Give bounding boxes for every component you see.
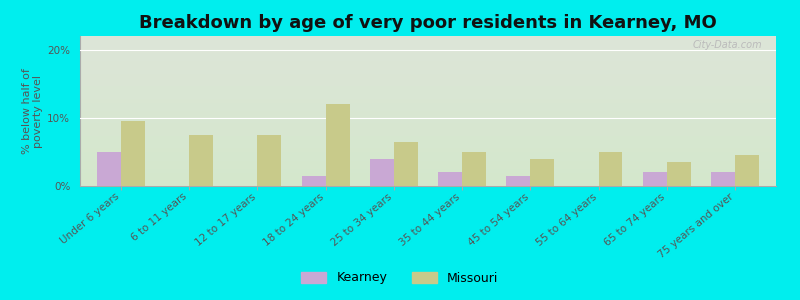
Bar bbox=[189, 135, 213, 186]
Bar bbox=[462, 152, 486, 186]
Bar bbox=[121, 121, 145, 186]
Bar bbox=[258, 135, 282, 186]
Legend: Kearney, Missouri: Kearney, Missouri bbox=[295, 265, 505, 291]
Y-axis label: % below half of
poverty level: % below half of poverty level bbox=[22, 68, 43, 154]
Bar bbox=[326, 104, 350, 186]
Bar bbox=[370, 159, 394, 186]
Bar bbox=[667, 162, 690, 186]
Bar bbox=[97, 152, 121, 186]
Bar bbox=[711, 172, 735, 186]
Bar bbox=[506, 176, 530, 186]
Bar bbox=[530, 159, 554, 186]
Bar bbox=[735, 155, 759, 186]
Title: Breakdown by age of very poor residents in Kearney, MO: Breakdown by age of very poor residents … bbox=[139, 14, 717, 32]
Text: City-Data.com: City-Data.com bbox=[693, 40, 762, 50]
Bar bbox=[643, 172, 667, 186]
Bar bbox=[598, 152, 622, 186]
Bar bbox=[438, 172, 462, 186]
Bar bbox=[302, 176, 326, 186]
Bar bbox=[394, 142, 418, 186]
